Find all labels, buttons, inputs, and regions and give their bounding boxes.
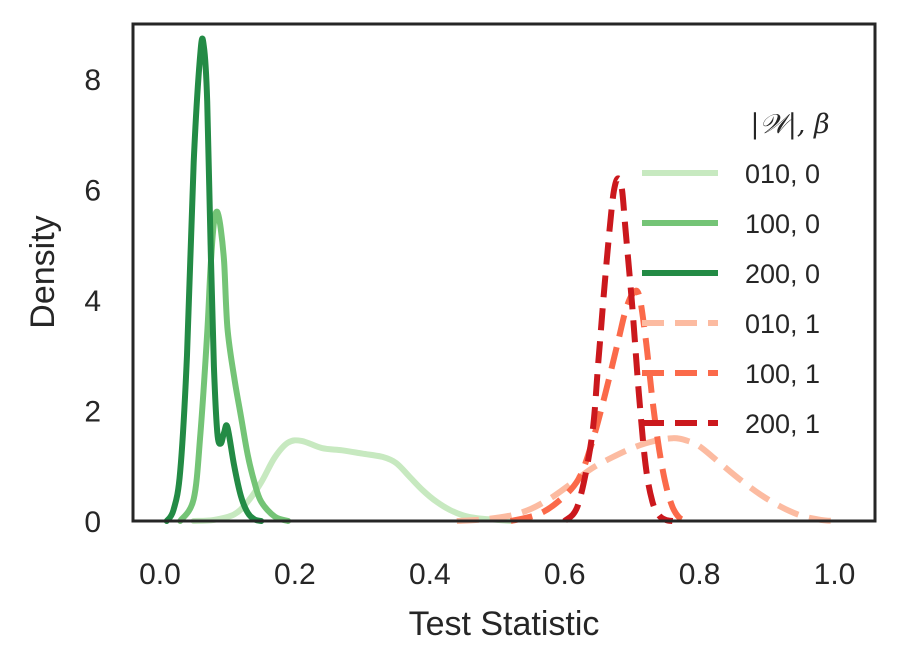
x-tick-label: 0.6 [544,558,586,591]
series-line [163,35,265,524]
legend-title: |𝒲|, β [750,109,829,140]
x-tick-label: 0.4 [409,558,451,591]
legend-label: 100, 0 [745,209,820,239]
y-axis-ticks: 0 2 4 6 8 [84,64,101,539]
x-tick-label: 0.0 [139,558,181,591]
series-line [456,435,835,524]
y-tick-label: 8 [84,64,101,97]
y-tick-label: 0 [84,506,101,539]
x-axis-label: Test Statistic [409,605,600,643]
x-tick-label: 0.8 [679,558,721,591]
legend-label: 100, 1 [745,359,820,389]
x-tick-label: 1.0 [814,558,856,591]
y-tick-label: 6 [84,175,101,208]
legend-label: 200, 1 [745,409,820,439]
series-line [190,437,514,524]
y-tick-label: 2 [84,396,101,429]
legend: |𝒲|, β 010, 0 100, 0 200, 0 010, 1 100, 1 200… [642,109,830,439]
x-tick-label: 0.2 [274,558,316,591]
legend-label: 200, 0 [745,259,820,289]
plot-frame [131,22,877,523]
x-axis-ticks: 0.0 0.2 0.4 0.6 0.8 1.0 [139,558,855,591]
plot-curves [163,35,835,524]
y-tick-label: 4 [84,285,101,318]
series-line [177,208,292,524]
legend-label: 010, 1 [745,309,820,339]
series-line [562,175,674,524]
legend-label: 010, 0 [745,159,820,189]
y-axis-label: Density [24,215,62,328]
